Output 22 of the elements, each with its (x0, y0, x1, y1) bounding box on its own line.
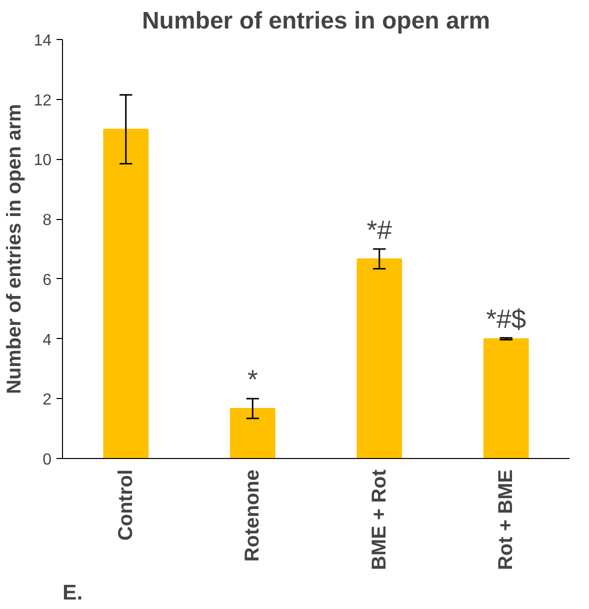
annotation: *#$ (486, 304, 526, 334)
chart-title: Number of entries in open arm (142, 8, 490, 34)
y-tick-label: 12 (34, 92, 52, 110)
bar (483, 338, 529, 458)
y-tick-label: 4 (42, 332, 52, 349)
y-tick-label: 2 (42, 392, 52, 409)
annotation: * (247, 364, 258, 395)
x-tick-label: Rotenone (242, 470, 264, 562)
y-axis-title: Number of entries in open arm (4, 104, 26, 394)
y-tick-label: 14 (34, 32, 52, 50)
annotation: *# (366, 215, 392, 245)
y-tick-label: 8 (42, 212, 52, 230)
y-tick-label: 0 (42, 452, 52, 468)
y-tick-label: 10 (34, 152, 52, 170)
y-tick-label: 6 (42, 272, 52, 289)
bar (356, 258, 402, 458)
bar (230, 408, 276, 458)
x-tick-label: Rot + BME (495, 469, 518, 570)
text: E. (62, 580, 83, 604)
bar (103, 128, 149, 458)
x-tick-label: Control (114, 470, 137, 541)
x-tick-label: BME + Rot (368, 469, 390, 570)
